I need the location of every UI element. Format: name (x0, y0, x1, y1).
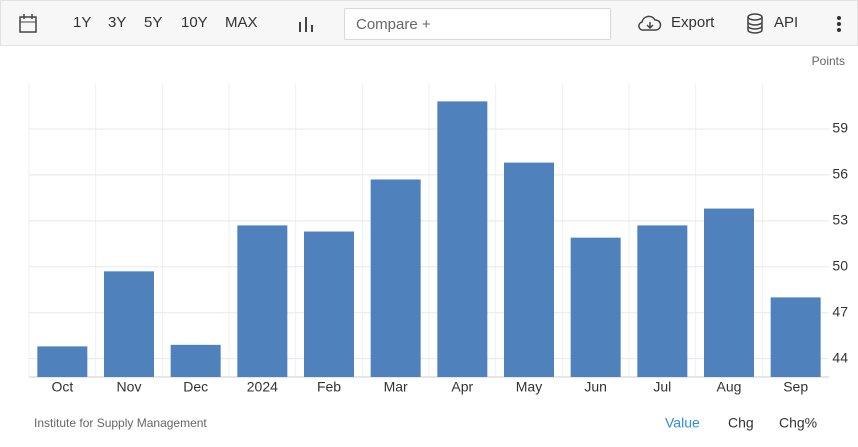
y-tick-label: 50 (832, 257, 848, 273)
calendar-icon[interactable] (19, 14, 39, 34)
range-button[interactable]: 3Y (108, 14, 127, 31)
x-tick-label: Feb (317, 379, 341, 395)
bar (304, 231, 354, 377)
bar (104, 271, 154, 377)
bar (37, 346, 88, 377)
x-tick-label: Dec (183, 379, 208, 395)
range-button[interactable]: 5Y (144, 14, 163, 31)
bar (370, 179, 421, 377)
chart-type-icon[interactable] (298, 15, 316, 33)
bar (637, 225, 688, 377)
x-tick-label: May (516, 379, 542, 395)
y-tick-label: 56 (832, 166, 848, 182)
x-tick-label: Oct (51, 379, 73, 395)
toolbar: 1Y 3Y 5Y 10Y MAX Compare + Export API (0, 0, 858, 46)
y-tick-label: 59 (832, 120, 848, 136)
x-tick-label: Jul (653, 379, 671, 395)
x-tick-label: Sep (783, 379, 808, 395)
view-toggle[interactable]: Chg (728, 415, 754, 431)
bar (504, 162, 554, 377)
range-button[interactable]: MAX (225, 14, 258, 31)
export-icon[interactable] (638, 14, 662, 34)
y-tick-label: 53 (832, 212, 848, 228)
x-tick-label: Mar (384, 379, 408, 395)
api-icon[interactable] (746, 13, 766, 35)
bar (770, 297, 821, 377)
x-tick-label: Jun (584, 379, 607, 395)
range-button[interactable]: 10Y (181, 14, 208, 31)
x-tick-label: Aug (717, 379, 742, 395)
export-button[interactable]: Export (671, 14, 715, 31)
y-axis-label: Points (812, 54, 845, 68)
x-tick-label: 2024 (247, 379, 278, 395)
compare-input[interactable]: Compare + (344, 8, 611, 40)
y-tick-label: 44 (832, 349, 848, 365)
view-toggle[interactable]: Value (665, 415, 700, 431)
x-tick-label: Apr (451, 379, 473, 395)
bar (704, 208, 754, 377)
y-tick-label: 47 (832, 303, 848, 319)
more-menu[interactable] (836, 16, 842, 34)
bar (570, 237, 621, 377)
x-tick-label: Nov (117, 379, 142, 395)
bar (437, 101, 488, 377)
api-button[interactable]: API (774, 14, 799, 31)
range-button[interactable]: 1Y (73, 14, 92, 31)
bar (237, 225, 288, 377)
view-toggle[interactable]: Chg% (779, 415, 817, 431)
bar (170, 344, 221, 377)
source: Institute for Supply Management (34, 416, 207, 430)
